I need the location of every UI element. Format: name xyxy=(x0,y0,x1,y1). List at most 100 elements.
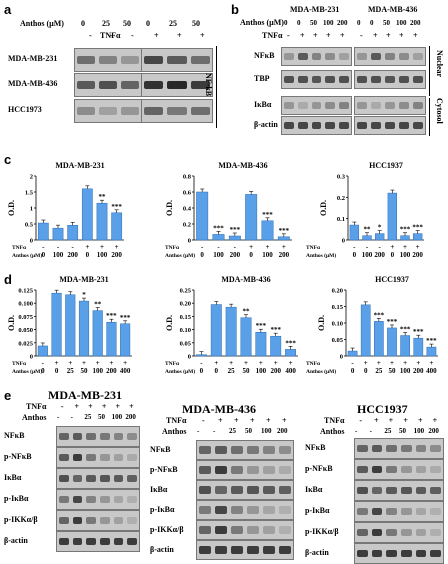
blot-band xyxy=(284,53,294,60)
panel-e-tnf-sign: + xyxy=(266,416,271,425)
chart-x-dose: 200 xyxy=(279,251,290,259)
blot-band xyxy=(127,495,137,504)
panel-e-tnf-sign: + xyxy=(250,416,255,425)
blot-band xyxy=(284,122,294,129)
chart-x-dose: 200 xyxy=(374,251,385,259)
panel-b-tnf-sign: + xyxy=(313,31,318,40)
chart-y-tick-label: 0 xyxy=(188,354,191,361)
panel-e-blot-title: HCC1937 xyxy=(357,402,408,416)
chart-x-tnf-sign: + xyxy=(85,243,89,251)
chart-x-dose: 100 xyxy=(400,367,411,375)
chart-y-tick-label: 0.05 xyxy=(180,340,192,347)
chart-y-label: O.D. xyxy=(7,200,16,216)
blot-band xyxy=(357,122,367,129)
blot-band xyxy=(311,122,322,129)
panel-b-blot xyxy=(281,47,352,66)
blot-band xyxy=(190,106,210,116)
blot-band xyxy=(167,55,187,65)
chart-x-dose: 50 xyxy=(81,367,89,375)
chart-x-dose: 400 xyxy=(426,367,437,375)
panel-a-tnf-sign: + xyxy=(154,31,159,40)
panel-e-dose: 50 xyxy=(245,427,252,435)
chart-bar xyxy=(261,220,274,241)
panel-a-anthos-label: Anthos (µM) xyxy=(20,19,64,28)
panel-a-dose: 0 xyxy=(81,19,85,28)
chart-bar xyxy=(426,346,437,357)
blot-band xyxy=(399,53,409,60)
chart-x-tnf-sign: + xyxy=(390,359,394,367)
chart-significance-label: *** xyxy=(412,224,423,232)
blot-band xyxy=(215,526,227,534)
panel-e-row-label: p-NFκB xyxy=(150,465,178,474)
blot-band xyxy=(77,55,95,65)
chart-bar xyxy=(212,234,225,241)
blot-band xyxy=(127,516,137,525)
chart-x-dose: 0 xyxy=(353,251,357,259)
chart-y-label: O.D. xyxy=(165,315,174,331)
chart-x-dose: 0 xyxy=(86,251,90,259)
chart-x-tnf-sign: + xyxy=(100,243,104,251)
blot-band xyxy=(371,444,383,453)
blot-band xyxy=(100,537,110,546)
panel-e-tnf-sign: + xyxy=(101,402,107,411)
panel-a-tnf-sign: + xyxy=(177,31,182,40)
panel-e-dose: 100 xyxy=(111,413,123,421)
panel-e-row-label: p-IκBα xyxy=(150,505,175,514)
chart-significance-label: *** xyxy=(387,318,398,326)
chart-x-tnf-sign: + xyxy=(82,359,86,367)
blot-band xyxy=(325,102,336,109)
blot-band xyxy=(86,537,96,546)
chart-significance-label: *** xyxy=(262,211,273,219)
chart-bar xyxy=(400,335,410,357)
blot-band xyxy=(231,506,243,514)
chart-x-anthos-label: Anthos (µM) xyxy=(12,252,42,259)
chart-x-dose: 200 xyxy=(230,251,241,259)
chart-bar xyxy=(78,300,90,357)
blot-band xyxy=(430,549,441,558)
chart-bar xyxy=(196,191,209,241)
panel-e-blot-title: MDA-MB-436 xyxy=(182,402,256,416)
blot-band xyxy=(401,528,412,537)
chart-significance-label: ** xyxy=(94,301,102,309)
chart-significance-label: *** xyxy=(270,326,281,334)
panel-e-row-label: NFκB xyxy=(4,431,25,440)
panel-e-row-label: NFκB xyxy=(305,443,326,452)
chart-y-tick-label: 1.5 xyxy=(25,190,34,197)
blot-band xyxy=(113,474,124,483)
panel-e-row-label: p-IKKα/β xyxy=(150,525,184,534)
blot-band xyxy=(371,465,383,474)
panel-e-blot xyxy=(196,480,294,500)
panel-e-tnf-sign: + xyxy=(282,416,287,425)
blot-band xyxy=(357,528,368,537)
chart-x-tnf-sign: + xyxy=(244,359,248,367)
panel-b-dose: 200 xyxy=(410,19,421,27)
panel-b-cytosol-bracket xyxy=(429,98,430,136)
chart-significance-label: * xyxy=(82,291,86,299)
panel-a-blot xyxy=(141,99,213,123)
panel-b-row-label: TBP xyxy=(254,74,270,83)
panel-b-dose: 0 xyxy=(297,19,301,27)
panel-e-blot xyxy=(56,468,140,489)
blot-band xyxy=(99,106,117,116)
chart-bar xyxy=(374,321,384,357)
chart-x-tnf-label: TNFα xyxy=(12,361,27,367)
panel-a-tnf-label: TNFα xyxy=(100,31,121,40)
blot-band xyxy=(325,53,336,60)
chart-x-dose: 50 xyxy=(389,367,397,375)
panel-e-tnf-sign: + xyxy=(129,402,134,411)
chart-x-dose: 200 xyxy=(106,367,117,375)
panel-e-blot xyxy=(354,522,444,543)
panel-e-dose: 100 xyxy=(413,427,425,435)
blot-band xyxy=(413,102,423,109)
blot-band xyxy=(121,80,139,90)
blot-band xyxy=(385,76,395,83)
panel-b-cell-line-2: MDA-MB-436 xyxy=(368,5,418,14)
blot-band xyxy=(263,486,275,494)
blot-band xyxy=(371,507,383,516)
panel-a-blot xyxy=(141,48,213,72)
blot-band xyxy=(401,549,412,558)
chart-x-dose: 200 xyxy=(111,251,122,259)
chart-y-tick-label: 0.025 xyxy=(18,340,33,347)
blot-band xyxy=(247,446,259,454)
